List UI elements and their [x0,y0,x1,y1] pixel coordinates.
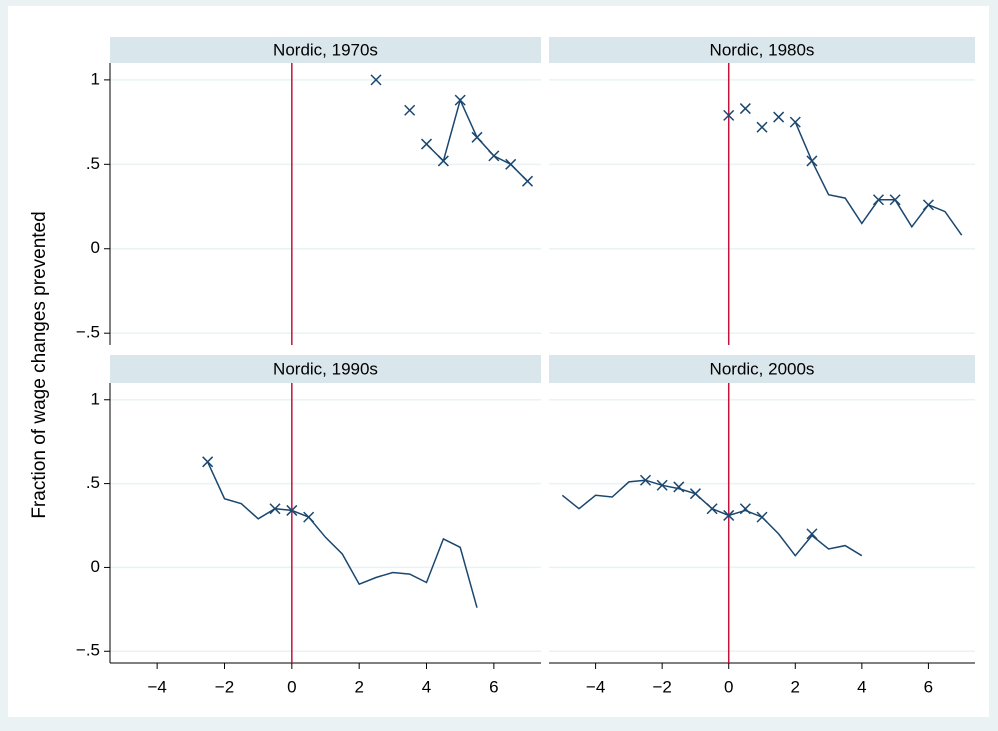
data-marker [806,528,818,540]
data-marker [806,155,818,167]
data-marker [889,194,901,206]
x-tick-label: 4 [857,677,866,696]
y-tick-label: .5 [86,473,100,492]
x-tick-label: −4 [586,677,605,696]
data-marker [756,121,768,133]
x-tick-label: 6 [924,677,933,696]
panel-title: Nordic, 1980s [710,40,815,59]
x-tick-label: 0 [724,677,733,696]
data-marker [673,481,685,493]
x-tick-label: −4 [147,677,166,696]
data-marker [706,503,718,515]
data-marker [420,138,433,150]
x-tick-label: 2 [354,677,363,696]
data-marker [689,488,701,500]
x-tick-label: 2 [791,677,800,696]
plot-area [110,63,541,345]
data-marker [756,511,768,523]
data-marker [454,94,466,106]
x-tick-label: 6 [489,677,498,696]
data-marker [488,150,500,162]
data-marker [370,74,382,86]
data-marker [303,511,315,523]
data-marker [789,116,801,128]
data-marker [202,456,214,468]
y-tick-label: 1 [91,69,100,88]
data-marker [639,474,652,486]
panel-title: Nordic, 1970s [273,40,378,59]
data-marker [505,158,517,170]
y-tick-label: .5 [86,154,100,173]
y-tick-label: 1 [91,389,100,408]
y-tick-label: 0 [91,238,100,257]
panel-strip [110,355,541,383]
data-line [206,461,478,608]
plot-area [110,383,541,663]
data-marker [872,194,885,206]
data-marker [739,503,751,515]
data-marker [471,131,483,143]
y-axis-label: Fraction of wage changes prevented [29,211,50,518]
data-marker [286,504,298,516]
data-marker [739,103,751,115]
x-tick-label: 4 [422,677,431,696]
x-tick-label: 0 [287,677,296,696]
plot-area [549,383,975,663]
panel-strip [549,355,975,383]
data-marker [656,479,668,491]
y-tick-label: 0 [91,557,100,576]
plot-area [549,63,975,345]
panel-strip [549,37,975,63]
panel-title: Nordic, 1990s [273,359,378,378]
data-marker [723,509,735,521]
data-marker [723,109,735,121]
data-marker [773,111,785,123]
panel-title: Nordic, 2000s [710,359,815,378]
data-marker [404,104,416,116]
y-tick-label: −.5 [76,323,100,342]
data-marker [522,175,534,187]
y-tick-label: −.5 [76,641,100,660]
data-marker [922,199,934,211]
data-marker [269,503,281,515]
panel-strip [110,37,541,63]
x-tick-label: −2 [652,677,671,696]
data-marker [437,155,449,167]
x-tick-label: −2 [215,677,234,696]
